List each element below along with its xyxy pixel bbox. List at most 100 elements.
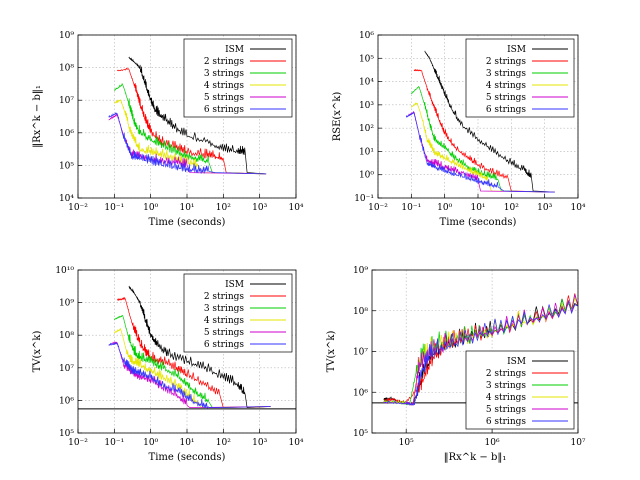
legend-label: 5 strings	[486, 93, 527, 103]
series-line	[405, 111, 555, 193]
y-tick-label: 10⁵	[359, 54, 374, 64]
y-tick-label: 10⁷	[353, 348, 368, 358]
axes-frame	[371, 269, 579, 434]
legend-label: 5 strings	[204, 93, 245, 103]
series-line	[113, 314, 271, 408]
y-axis-label: ‖Rx^k − b‖₁	[32, 85, 43, 148]
legend-label: 2 strings	[204, 57, 245, 67]
y-tick-label: 10⁻¹	[354, 194, 374, 204]
y-tick-label: 10⁶	[59, 129, 74, 139]
x-tick-label: 10³	[252, 438, 267, 448]
legend-box	[465, 38, 575, 118]
x-tick-label: 10⁻²	[368, 203, 388, 213]
y-tick-label: 10⁷	[59, 96, 74, 106]
series-line	[108, 112, 267, 175]
y-tick-label: 10⁹	[59, 31, 74, 41]
x-tick-label: 10¹	[179, 203, 194, 213]
x-tick-label: 10⁰	[143, 203, 158, 213]
legend-label: 2 strings	[486, 369, 527, 379]
x-tick-label: 10⁻¹	[401, 203, 421, 213]
y-tick-label: 10⁸	[353, 307, 368, 317]
panel-rse-vs-time: 10⁻² 10⁻¹ 10⁰ 10¹ 10² 10³ 10⁴10⁻¹10⁰10¹10²10³1…	[332, 31, 586, 228]
axes-frame	[77, 34, 297, 199]
y-tick-label: 10⁶	[359, 31, 374, 41]
legend-label: ISM	[225, 45, 244, 55]
x-tick-label: 10³	[537, 203, 552, 213]
legend-label: 3 strings	[486, 381, 527, 391]
legend-label: ISM	[507, 357, 526, 367]
legend-label: 4 strings	[486, 81, 527, 91]
legend-box	[183, 38, 293, 118]
series-line	[116, 296, 271, 408]
x-axis-label: Time (seconds)	[149, 452, 226, 463]
plot-lines	[108, 56, 267, 175]
plot-lines	[405, 50, 555, 193]
series-line	[410, 102, 555, 193]
legend-label: 3 strings	[204, 69, 245, 79]
x-tick-label: 10⁰	[143, 438, 158, 448]
y-tick-label: 10¹	[359, 147, 374, 157]
legend-label: 6 strings	[204, 340, 245, 350]
legend-label: 6 strings	[486, 417, 527, 427]
y-tick-label: 10⁹	[353, 266, 368, 276]
y-tick-label: 10⁷	[59, 364, 74, 374]
y-tick-label: 10⁵	[59, 161, 74, 171]
legend: ISM 2 strings 3 strings 4 strings 5 strings 6…	[465, 350, 575, 430]
series-line	[116, 67, 267, 175]
series-line	[113, 82, 267, 175]
x-tick-label: 10⁻²	[68, 438, 88, 448]
legend-label: 2 strings	[486, 57, 527, 67]
legend: ISM 2 strings 3 strings 4 strings 5 strings 6…	[465, 38, 575, 118]
plot-lines	[78, 285, 296, 410]
x-tick-label: 10⁵	[399, 438, 414, 448]
legend-label: 5 strings	[486, 405, 527, 415]
y-tick-label: 10⁹	[59, 299, 74, 309]
y-tick-label: 10¹⁰	[55, 266, 74, 276]
series-line	[413, 68, 555, 193]
y-tick-label: 10²	[359, 124, 374, 134]
y-tick-label: 10⁶	[353, 388, 368, 398]
x-tick-label: 10⁴	[288, 438, 303, 448]
axes-frame	[77, 269, 297, 434]
y-axis-label: TV(x^k)	[326, 331, 337, 373]
legend-label: 4 strings	[204, 81, 245, 91]
x-tick-label: 10³	[252, 203, 267, 213]
legend-label: ISM	[225, 280, 244, 290]
y-tick-label: 10⁸	[59, 64, 74, 74]
x-tick-label: 10¹	[470, 203, 485, 213]
y-tick-label: 10⁸	[59, 331, 74, 341]
legend: ISM 2 strings 3 strings 4 strings 5 strings 6…	[183, 273, 293, 353]
legend-label: 4 strings	[486, 393, 527, 403]
legend-label: 5 strings	[204, 328, 245, 338]
y-tick-label: 10⁵	[353, 429, 368, 439]
series-line	[424, 50, 555, 193]
y-tick-label: 10⁴	[359, 78, 374, 88]
x-tick-label: 10⁻²	[68, 203, 88, 213]
y-tick-label: 10³	[359, 101, 374, 111]
x-axis-label: Time (seconds)	[149, 217, 226, 228]
x-tick-label: 10²	[504, 203, 519, 213]
legend-label: 4 strings	[204, 316, 245, 326]
y-tick-label: 10⁶	[59, 396, 74, 406]
y-tick-label: 10⁴	[59, 194, 74, 204]
legend-label: 3 strings	[486, 69, 527, 79]
axes-frame	[377, 34, 579, 199]
x-tick-label: 10¹	[179, 438, 194, 448]
legend-label: 6 strings	[204, 105, 245, 115]
legend-box	[465, 350, 575, 430]
legend-label: 2 strings	[204, 292, 245, 302]
y-axis-label: RSE(x^k)	[332, 92, 343, 142]
legend-label: 6 strings	[486, 105, 527, 115]
panel-tv-vs-residual: 10⁵ 10⁶ 10⁷ 10⁵ 10⁶ 10⁷ 10⁸ 10⁹ ‖Rx^k − b‖₁ TV(x^…	[326, 266, 586, 463]
panel-tv-vs-time: 10⁻² 10⁻¹ 10⁰ 10¹ 10² 10³ 10⁴ 10⁵ 10⁶ 10⁷ 10⁸ 10⁹ 10…	[32, 266, 304, 463]
y-tick-label: 10⁵	[59, 429, 74, 439]
x-tick-label: 10⁻¹	[104, 203, 124, 213]
x-tick-label: 10⁶	[485, 438, 500, 448]
series-line	[128, 56, 267, 175]
y-axis-label: TV(x^k)	[32, 331, 43, 373]
x-tick-label: 10²	[216, 438, 231, 448]
legend: ISM 2 strings 3 strings 4 strings 5 strings 6…	[183, 38, 293, 118]
y-tick-label: 10⁰	[359, 171, 374, 181]
legend-label: 3 strings	[204, 304, 245, 314]
